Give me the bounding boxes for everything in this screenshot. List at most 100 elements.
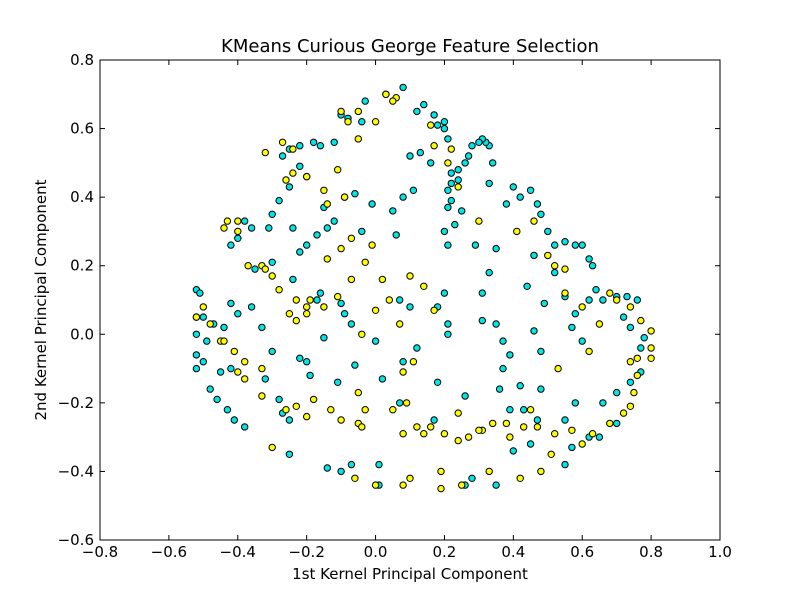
data-point-series-2-90 [368,241,376,249]
data-point-series-2-23 [292,402,300,410]
data-point-series-1-129 [351,190,359,198]
data-point-series-2-74 [371,118,380,126]
x-tick-label: 0.2 [433,543,457,561]
data-point-series-1-116 [268,210,276,219]
data-point-series-1-144 [492,320,500,328]
data-point-series-2-8 [234,227,242,236]
data-point-series-2-88 [340,193,349,201]
data-point-series-2-83 [289,169,297,177]
y-tick-label: 0.2 [70,257,94,275]
data-point-series-2-31 [454,409,462,417]
data-point-series-2-95 [334,292,342,301]
data-point-series-2-124 [502,419,511,428]
data-point-series-2-45 [630,388,638,397]
data-point-series-2-52 [637,316,645,325]
data-point-series-1-94 [444,135,452,143]
data-point-series-2-57 [585,347,593,356]
data-point-series-1-163 [413,344,421,352]
data-point-series-2-73 [382,90,390,99]
data-point-series-1-168 [337,299,345,308]
data-point-series-2-106 [409,358,418,366]
data-point-series-1-123 [251,265,259,273]
data-point-series-2-86 [278,138,287,147]
data-point-series-1-69 [544,227,552,236]
data-point-series-2-108 [402,399,411,407]
data-point-series-1-167 [340,310,349,318]
data-point-series-1-191 [406,303,414,311]
data-point-series-1-64 [585,255,593,263]
data-point-series-2-17 [303,303,311,311]
data-point-series-1-181 [461,392,469,400]
data-point-series-1-185 [289,275,297,284]
data-point-series-2-113 [399,481,407,489]
data-point-series-1-98 [430,111,438,119]
data-point-series-2-99 [385,296,393,304]
data-point-series-1-180 [433,378,442,386]
data-point-series-2-123 [526,406,535,414]
data-point-series-1-143 [478,316,486,325]
data-point-series-1-67 [561,238,569,246]
data-point-series-1-151 [537,347,545,356]
data-point-series-2-46 [633,371,641,380]
data-point-series-2-109 [354,388,362,397]
data-point-series-1-65 [578,241,586,249]
data-point-series-2-119 [516,474,524,482]
data-point-series-1-173 [296,354,304,362]
data-point-series-1-136 [406,152,414,160]
data-point-series-2-21 [241,375,249,383]
plot-area-frame [99,59,721,541]
data-point-series-2-25 [309,395,318,404]
data-point-series-1-121 [227,241,235,249]
data-point-series-2-16 [303,310,311,318]
data-point-series-2-117 [458,481,466,489]
data-point-series-2-59 [561,289,569,297]
data-point-series-1-174 [306,371,314,380]
data-point-series-1-71 [533,200,542,208]
data-point-series-1-48 [626,378,635,386]
data-point-series-2-48 [633,354,641,362]
data-point-series-1-96 [440,118,449,126]
data-point-series-1-184 [520,406,528,414]
data-point-series-2-122 [554,364,562,373]
data-point-series-2-98 [378,275,387,284]
data-point-series-1-147 [499,364,507,373]
y-tick-label: −0.6 [58,531,94,549]
data-point-series-2-97 [320,303,328,311]
data-point-series-1-165 [371,337,380,345]
data-point-series-2-69 [430,142,438,150]
data-point-series-1-29 [323,464,331,472]
data-point-series-1-183 [506,406,514,414]
data-point-series-1-40 [568,443,576,452]
data-point-series-2-110 [358,423,366,431]
data-point-series-1-146 [506,351,514,359]
data-point-series-2-77 [337,107,345,116]
data-point-series-1-14 [241,423,249,431]
ticks-layer: −0.8 −0.6 −0.4 −0.2 0.0 0.2 0.4 0.6 0.8 1.0−0.6−0… [58,51,732,561]
data-point-series-2-100 [371,306,380,314]
x-tick-label: −0.2 [288,543,324,561]
data-point-series-1-138 [427,159,435,167]
data-point-series-1-157 [530,251,538,260]
data-point-series-2-51 [647,327,655,335]
data-point-series-1-57 [599,296,607,304]
data-point-series-1-92 [440,227,449,236]
data-point-series-1-134 [399,193,407,201]
data-point-series-1-83 [464,152,473,160]
data-point-series-1-44 [561,416,569,424]
data-point-series-1-140 [471,241,480,249]
data-point-series-2-24 [303,412,311,421]
data-point-series-1-43 [613,419,621,428]
data-point-series-1-82 [468,142,476,150]
data-point-series-2-11 [261,265,269,273]
data-point-series-1-108 [316,142,325,150]
data-point-series-1-154 [523,282,531,290]
data-point-series-2-22 [268,443,276,452]
data-point-series-1-112 [278,152,287,160]
data-point-series-2-20 [234,368,242,376]
data-point-series-1-124 [296,248,304,256]
data-point-series-2-35 [506,433,514,441]
data-point-series-2-34 [489,419,497,428]
data-point-series-1-141 [485,268,493,277]
data-point-series-1-159 [440,289,449,297]
data-point-series-1-73 [516,193,524,201]
